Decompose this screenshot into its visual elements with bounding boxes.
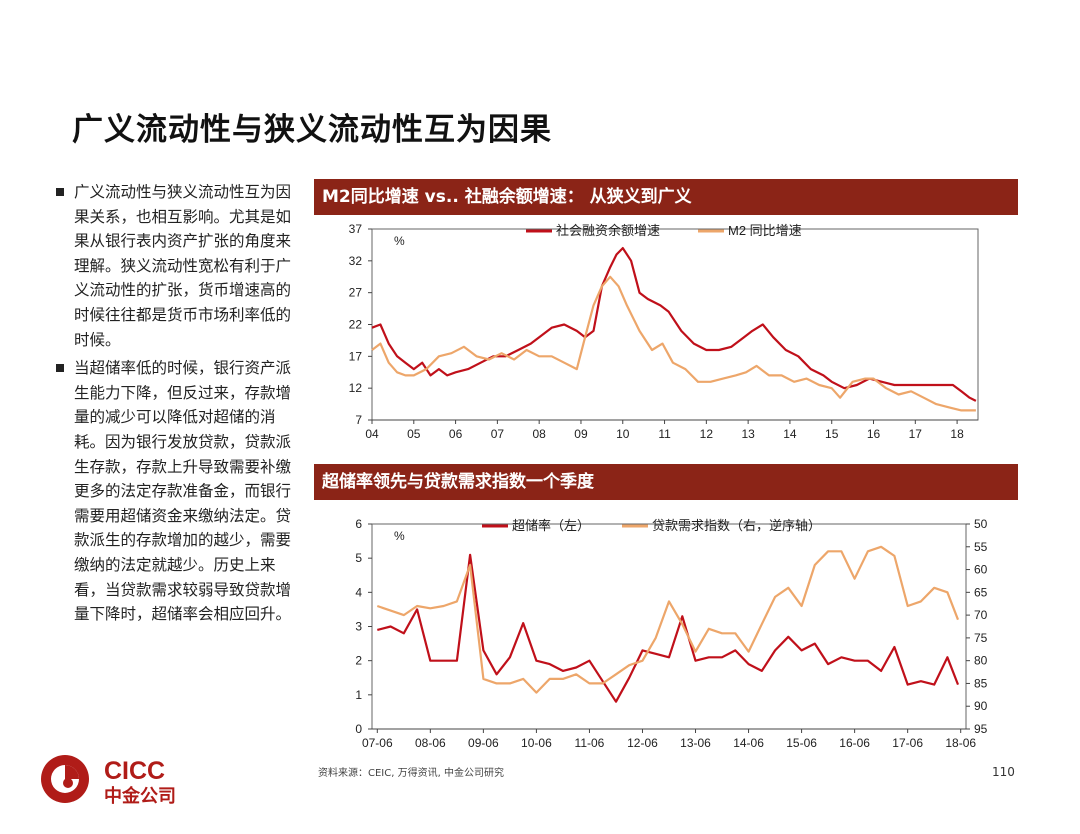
- y-tick-label: 22: [349, 318, 363, 332]
- cicc-logo: CICC 中金公司: [41, 755, 176, 806]
- y-tick-label: 12: [349, 381, 363, 395]
- x-tick-label: 10: [616, 427, 630, 441]
- x-tick-label: 15-06: [786, 736, 817, 750]
- bullet-list: 广义流动性与狭义流动性互为因果关系，也相互影响。尤其是如果从银行表内资产扩张的角…: [56, 180, 302, 631]
- plot-frame: [371, 228, 979, 421]
- bullet-text: 广义流动性与狭义流动性互为因果关系，也相互影响。尤其是如果从银行表内资产扩张的角…: [74, 183, 292, 349]
- y2-tick-label: 95: [974, 722, 988, 736]
- y-unit-label: %: [394, 234, 405, 248]
- x-tick-label: 10-06: [521, 736, 552, 750]
- x-tick-label: 07: [491, 427, 505, 441]
- y2-tick-label: 55: [974, 540, 988, 554]
- y-tick-label: 5: [355, 551, 362, 565]
- x-tick-label: 16: [867, 427, 881, 441]
- x-tick-label: 12: [700, 427, 714, 441]
- x-tick-label: 07-06: [362, 736, 393, 750]
- page-number: 110: [992, 765, 1015, 779]
- y-tick-label: 1: [355, 688, 362, 702]
- series-line-1: [371, 247, 977, 402]
- x-tick-label: 13-06: [680, 736, 711, 750]
- series-line-1: [377, 553, 960, 703]
- x-tick-label: 14-06: [733, 736, 764, 750]
- y-tick-label: 2: [355, 654, 362, 668]
- y-tick-label: 32: [349, 254, 363, 268]
- x-tick-label: 09: [574, 427, 588, 441]
- y-tick-label: 37: [349, 222, 363, 236]
- legend-label: 贷款需求指数（右，逆序轴）: [652, 518, 821, 533]
- x-tick-label: 12-06: [627, 736, 658, 750]
- x-tick-label: 08-06: [415, 736, 446, 750]
- source-note: 资料来源：CEIC, 万得资讯, 中金公司研究: [318, 768, 504, 779]
- x-tick-label: 13: [741, 427, 755, 441]
- x-tick-label: 18: [950, 427, 964, 441]
- x-tick-label: 14: [783, 427, 797, 441]
- x-tick-label: 15: [825, 427, 839, 441]
- x-tick-label: 18-06: [945, 736, 976, 750]
- y2-tick-label: 60: [974, 563, 988, 577]
- x-tick-label: 17-06: [892, 736, 923, 750]
- logo-subtext: 中金公司: [104, 785, 176, 806]
- chart-2-title: 超储率领先与贷款需求指数一个季度: [314, 464, 1018, 500]
- chart-1: 7 12 17 22 27 32 37 04 05 06 07 08 09 10 11 12 13 14 15 16 1…: [349, 222, 979, 441]
- y-tick-label: 3: [355, 620, 362, 634]
- chart-1-title: M2同比增速 vs.. 社融余额增速： 从狭义到广义: [314, 179, 1018, 215]
- y-unit-label: %: [394, 529, 405, 543]
- bullet-square-icon: [56, 364, 64, 373]
- logo-text: CICC: [104, 757, 165, 785]
- x-tick-label: 06: [449, 427, 463, 441]
- y2-tick-label: 50: [974, 517, 988, 531]
- legend-label: M2 同比增速: [728, 223, 802, 238]
- x-tick-label: 11: [658, 427, 671, 441]
- y2-tick-label: 65: [974, 585, 988, 599]
- page-title: 广义流动性与狭义流动性互为因果: [72, 112, 552, 148]
- x-tick-label: 05: [407, 427, 421, 441]
- y-tick-label: 6: [355, 517, 362, 531]
- y-tick-label: 0: [355, 722, 362, 736]
- bullet-text: 当超储率低的时候，银行资产派生能力下降，但反过来，存款增量的减少可以降低对超储的…: [74, 359, 292, 624]
- chart-2: 0 1 2 3 4 5 6 50 55 60 65 70 75 80 85 90 95 07-06 08-06 09-…: [355, 517, 988, 750]
- y-tick-label: 4: [355, 585, 362, 599]
- x-tick-label: 08: [532, 427, 546, 441]
- series-line-2: [376, 545, 960, 694]
- y2-tick-label: 90: [974, 699, 988, 713]
- x-tick-label: 11-06: [575, 736, 605, 750]
- y-tick-label: 27: [349, 286, 363, 300]
- bullet-item: 当超储率低的时候，银行资产派生能力下降，但反过来，存款增量的减少可以降低对超储的…: [56, 356, 302, 627]
- legend-label: 社会融资余额增速: [556, 223, 660, 238]
- series-line-2: [371, 275, 976, 412]
- x-tick-label: 04: [365, 427, 379, 441]
- bullet-item: 广义流动性与狭义流动性互为因果关系，也相互影响。尤其是如果从银行表内资产扩张的角…: [56, 180, 302, 352]
- x-tick-label: 17: [909, 427, 923, 441]
- y2-tick-label: 85: [974, 676, 988, 690]
- x-tick-label: 16-06: [839, 736, 870, 750]
- x-tick-label: 09-06: [468, 736, 499, 750]
- y-tick-label: 17: [349, 349, 363, 363]
- y-tick-label: 7: [355, 413, 362, 427]
- legend-label: 超储率（左）: [512, 518, 590, 533]
- bullet-square-icon: [56, 188, 64, 196]
- y2-tick-label: 75: [974, 631, 988, 645]
- y2-tick-label: 70: [974, 608, 988, 622]
- y2-tick-label: 80: [974, 654, 988, 668]
